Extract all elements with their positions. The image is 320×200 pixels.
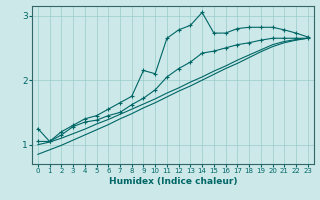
X-axis label: Humidex (Indice chaleur): Humidex (Indice chaleur)	[108, 177, 237, 186]
